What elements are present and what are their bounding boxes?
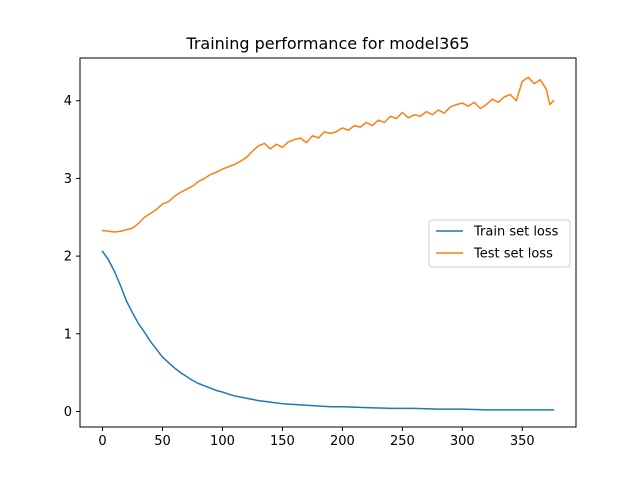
x-tick-label: 0	[98, 434, 106, 449]
legend: Train set loss Test set loss	[428, 219, 571, 268]
y-tick-label: 1	[64, 327, 72, 342]
x-tick-label: 100	[210, 434, 235, 449]
y-tick-label: 3	[64, 172, 72, 187]
x-tick-label: 350	[510, 434, 535, 449]
x-tick-label: 200	[330, 434, 355, 449]
y-tick-label: 2	[64, 250, 72, 265]
chart-title: Training performance for model365	[185, 34, 469, 53]
y-tick-label: 0	[64, 405, 72, 420]
series-line-1	[101, 76, 555, 233]
x-tick-label: 250	[390, 434, 415, 449]
axes: 0 50 100 150 200 250 300 350 0 1 2 3 4 Train set loss…	[64, 57, 577, 449]
legend-box	[428, 219, 571, 268]
y-tick-label: 4	[64, 94, 72, 109]
x-tick-label: 50	[154, 434, 171, 449]
x-tick-label: 150	[270, 434, 295, 449]
legend-label-0: Train set loss	[473, 225, 559, 240]
legend-label-1: Test set loss	[473, 247, 553, 262]
plot-frame	[79, 57, 577, 428]
x-tick-label: 300	[450, 434, 475, 449]
series-line-0	[101, 250, 555, 411]
